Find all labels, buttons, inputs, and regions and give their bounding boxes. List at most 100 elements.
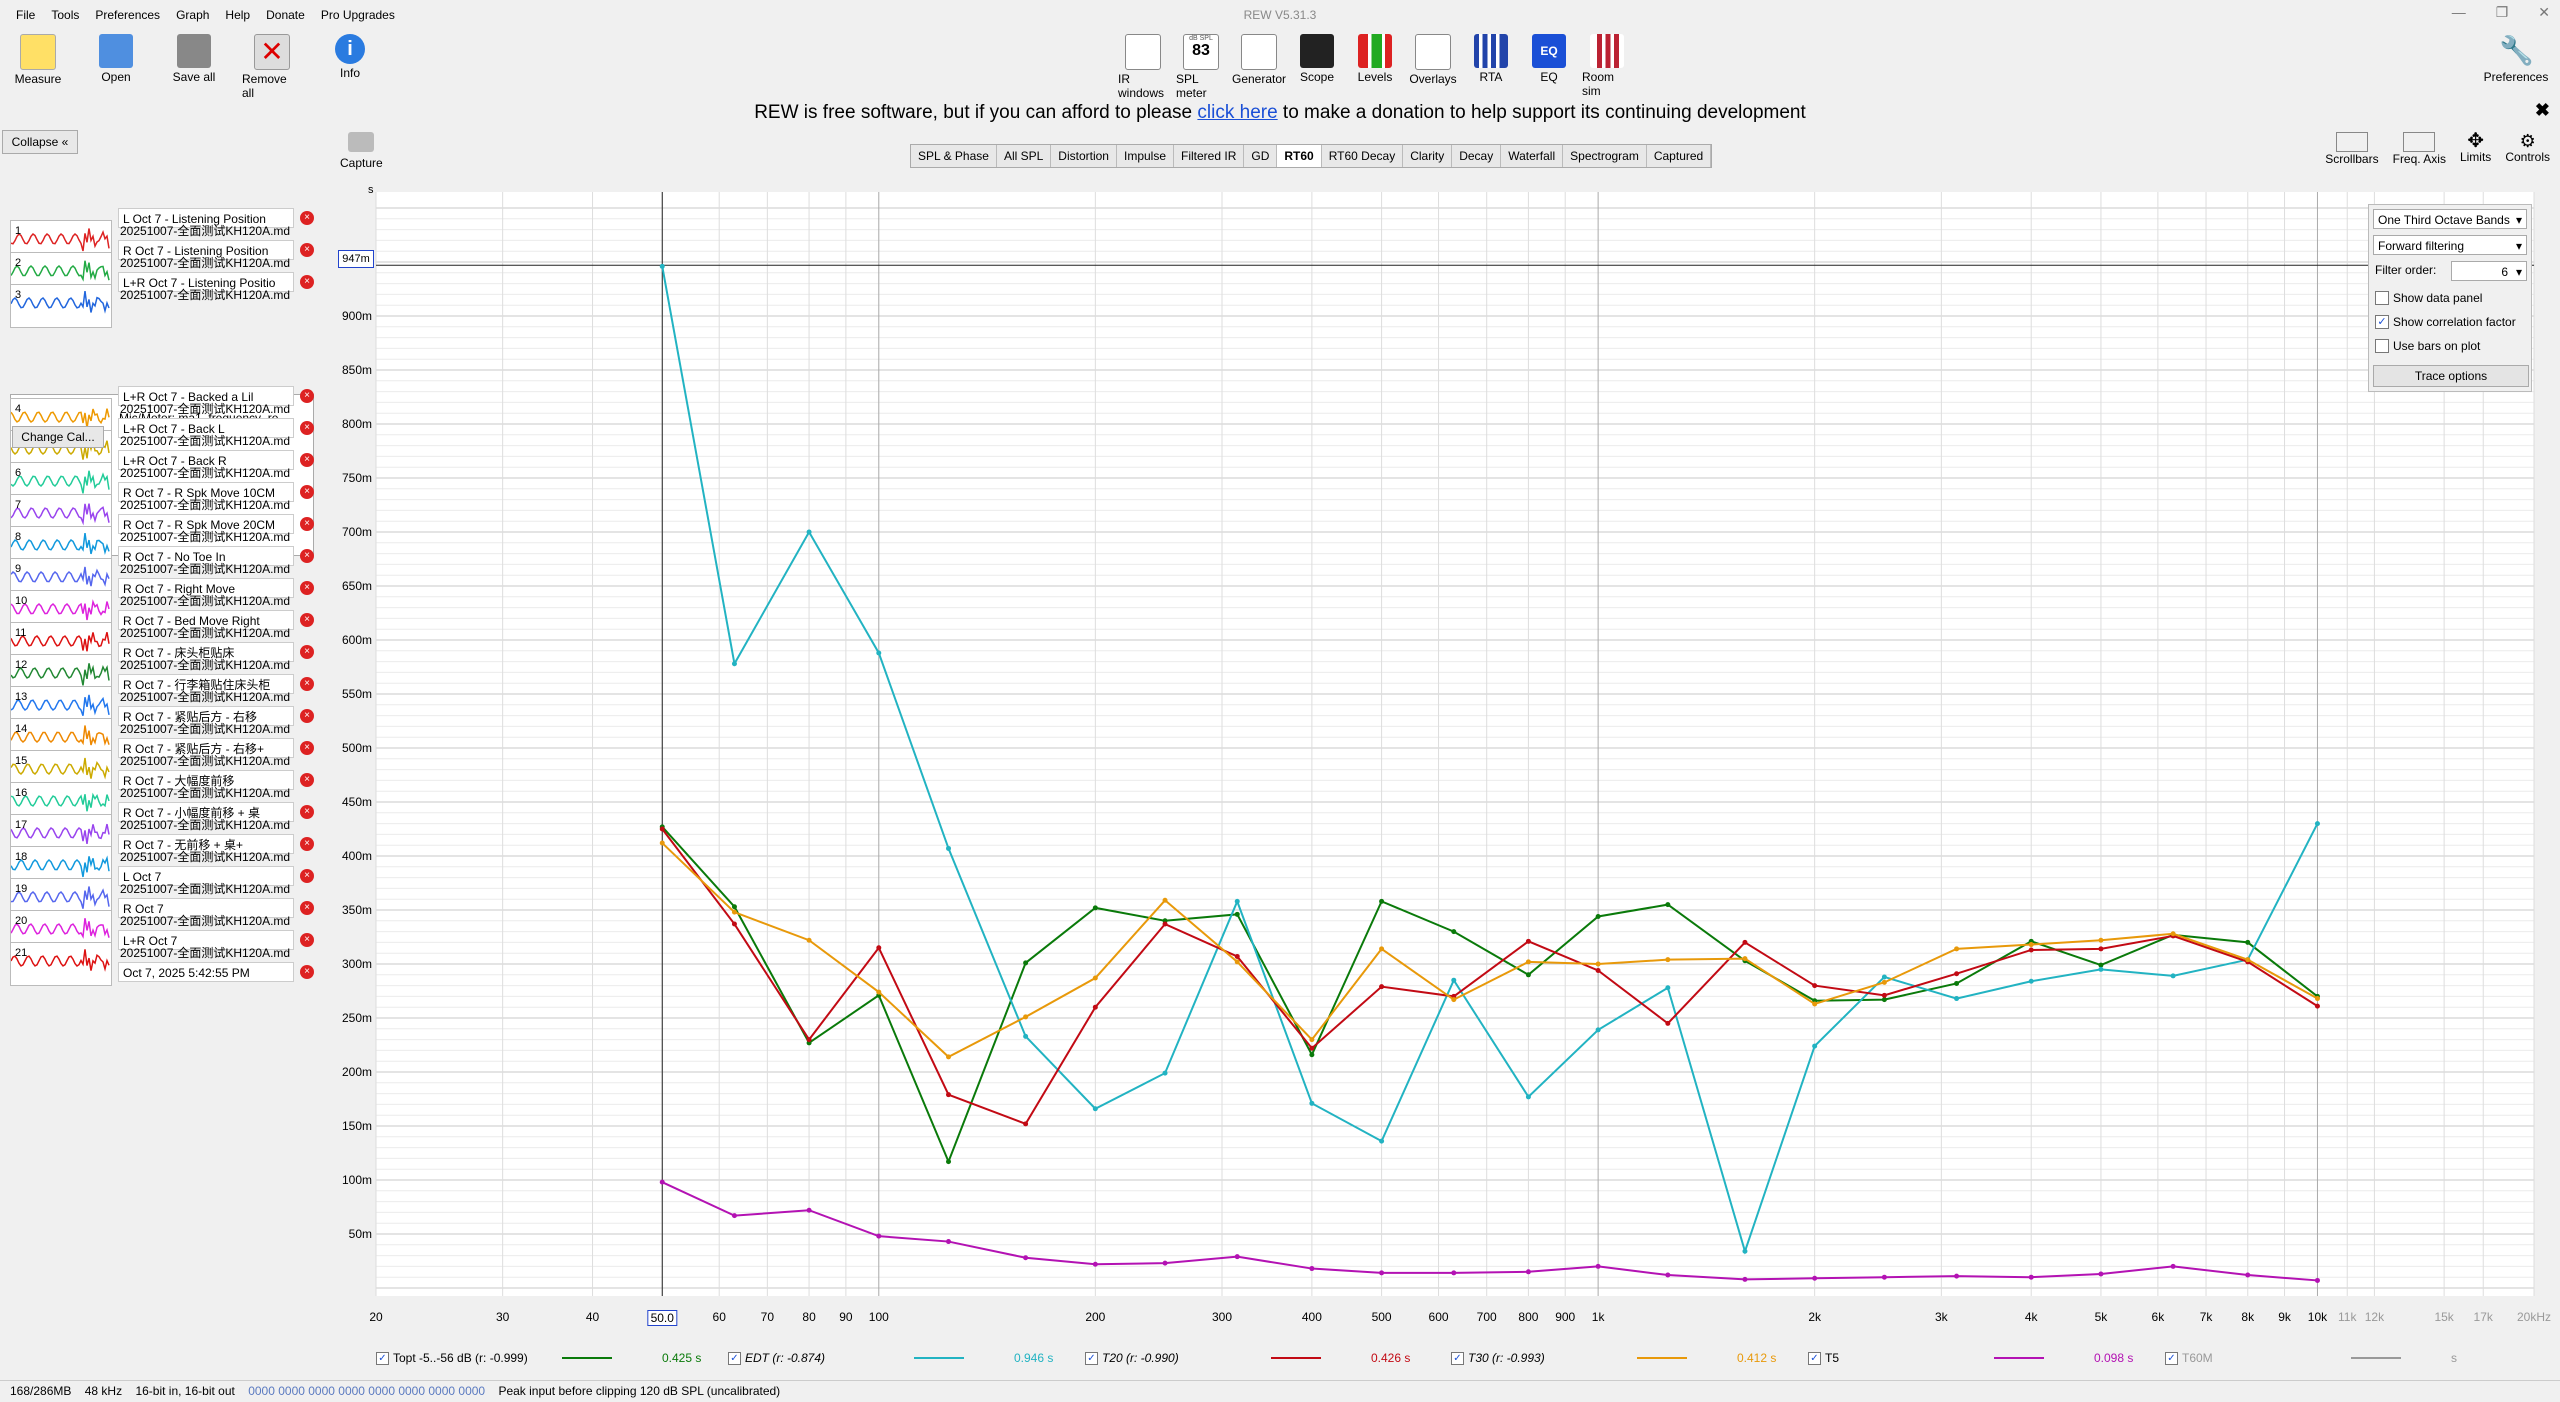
legend-checkbox[interactable]: ✓ T30 (r: -0.993) [1451, 1351, 1545, 1365]
measurement-name-field[interactable]: R Oct 7 - 无前移 + 桌+ [118, 834, 294, 854]
delete-measurement-icon[interactable]: × [300, 805, 314, 819]
measurement-name-field[interactable]: R Oct 7 - R Spk Move 20CM [118, 514, 294, 534]
close-window-icon[interactable]: ✕ [2538, 4, 2550, 20]
delete-measurement-icon[interactable]: × [300, 773, 314, 787]
show-data-panel-checkbox[interactable]: Show data panel [2375, 291, 2482, 305]
room-sim-button[interactable]: Room sim [1582, 34, 1632, 100]
change-cal-button[interactable]: Change Cal... [12, 426, 104, 448]
ir-windows-button[interactable]: IR windows [1118, 34, 1168, 100]
menu-item[interactable]: Pro Upgrades [320, 8, 395, 22]
graph-tab[interactable]: RT60 [1277, 145, 1322, 167]
graph-tab[interactable]: Filtered IR [1174, 145, 1245, 167]
measurement-row[interactable]: 15 20251007-全面测试KH120A.md R Oct 7 - 大幅度前移 × [10, 750, 314, 828]
eq-button[interactable]: EQ EQ [1524, 34, 1574, 100]
measurement-name-field[interactable]: R Oct 7 - 行李箱贴住床头柜 [118, 674, 294, 694]
collapse-button[interactable]: Collapse « [2, 130, 78, 154]
menu-item[interactable]: Graph [176, 8, 210, 22]
info-button[interactable]: i Info [320, 34, 380, 100]
delete-measurement-icon[interactable]: × [300, 389, 314, 403]
graph-tab[interactable]: Distortion [1051, 145, 1117, 167]
remove-all-button[interactable]: ✕ Remove all [242, 34, 302, 100]
bands-select[interactable]: One Third Octave Bands ▾ [2373, 209, 2527, 229]
legend-checkbox[interactable]: ✓ EDT (r: -0.874) [728, 1351, 825, 1365]
delete-measurement-icon[interactable]: × [300, 549, 314, 563]
delete-measurement-icon[interactable]: × [300, 485, 314, 499]
restore-icon[interactable]: ❐ [2495, 4, 2509, 20]
delete-measurement-icon[interactable]: × [300, 933, 314, 947]
graph-tab[interactable]: GD [1244, 145, 1278, 167]
delete-measurement-icon[interactable]: × [300, 869, 314, 883]
measurement-name-field[interactable]: R Oct 7 - No Toe In [118, 546, 294, 566]
measurement-row[interactable]: L Oct 7 - Listening Position × [10, 208, 314, 266]
delete-measurement-icon[interactable]: × [300, 243, 314, 257]
measurement-name-field[interactable]: R Oct 7 - Listening Position [118, 240, 294, 260]
donate-link[interactable]: click here [1197, 102, 1278, 123]
rta-button[interactable]: RTA [1466, 34, 1516, 100]
measurement-name-field[interactable]: R Oct 7 - 小幅度前移 + 桌 [118, 802, 294, 822]
measurement-row[interactable]: 3 20251007-全面测试KH120A.md [10, 284, 312, 362]
measurement-name-field[interactable]: Oct 7, 2025 5:42:55 PM [118, 962, 294, 982]
spl-meter-button[interactable]: dB SPL 83 SPL meter [1176, 34, 1226, 100]
measurement-name-field[interactable]: R Oct 7 - 紧贴后方 - 右移 [118, 706, 294, 726]
graph-tab[interactable]: All SPL [997, 145, 1052, 167]
measurement-name-field[interactable]: R Oct 7 [118, 898, 294, 918]
measurement-row[interactable]: 4 20251007-全面测试KH120A.md L+R Oct 7 - Back … [10, 398, 314, 476]
measurement-name-field[interactable]: L+R Oct 7 - Back R [118, 450, 294, 470]
delete-measurement-icon[interactable]: × [300, 837, 314, 851]
save-all-button[interactable]: Save all [164, 34, 224, 100]
generator-button[interactable]: Generator [1232, 34, 1286, 100]
delete-measurement-icon[interactable]: × [300, 901, 314, 915]
graph-tab[interactable]: Spectrogram [1563, 145, 1647, 167]
measurement-name-field[interactable]: L+R Oct 7 - Backed a Lil [118, 386, 294, 406]
minimize-icon[interactable]: — [2451, 4, 2466, 20]
trace-options-button[interactable]: Trace options [2373, 365, 2529, 387]
measurement-name-field[interactable]: R Oct 7 - Right Move [118, 578, 294, 598]
measurement-name-field[interactable]: R Oct 7 - 床头柜贴床 [118, 642, 294, 662]
delete-measurement-icon[interactable]: × [300, 421, 314, 435]
measurement-name-field[interactable]: R Oct 7 - 大幅度前移 [118, 770, 294, 790]
graph-tab[interactable]: Captured [1647, 145, 1712, 167]
open-button[interactable]: Open [86, 34, 146, 100]
rt60-plot[interactable] [376, 192, 2534, 1296]
delete-measurement-icon[interactable]: × [300, 709, 314, 723]
measurement-row[interactable]: 21 20251007-全面测试KH120A.md Oct 7, 2025 5:42… [10, 942, 314, 1020]
delete-measurement-icon[interactable]: × [300, 741, 314, 755]
measure-button[interactable]: Measure [8, 34, 68, 100]
legend-checkbox[interactable]: ✓ T60M [2165, 1351, 2213, 1365]
delete-measurement-icon[interactable]: × [300, 275, 314, 289]
show-correlation-checkbox[interactable]: ✓ Show correlation factor [2375, 315, 2516, 329]
graph-tab[interactable]: Impulse [1117, 145, 1175, 167]
measurement-name-field[interactable]: L+R Oct 7 - Listening Positio [118, 272, 294, 292]
menu-item[interactable]: Preferences [95, 8, 161, 22]
delete-measurement-icon[interactable]: × [300, 211, 314, 225]
measurement-name-field[interactable]: L Oct 7 [118, 866, 294, 886]
graph-tab[interactable]: SPL & Phase [911, 145, 997, 167]
delete-measurement-icon[interactable]: × [300, 965, 314, 979]
levels-button[interactable]: Levels [1350, 34, 1400, 100]
delete-measurement-icon[interactable]: × [300, 453, 314, 467]
measurement-name-field[interactable]: R Oct 7 - R Spk Move 10CM [118, 482, 294, 502]
delete-measurement-icon[interactable]: × [300, 613, 314, 627]
close-banner-icon[interactable]: ✖ [2534, 100, 2550, 120]
measurement-name-field[interactable]: L+R Oct 7 [118, 930, 294, 950]
graph-tab[interactable]: Waterfall [1501, 145, 1564, 167]
measurement-row[interactable]: L+R Oct 7 - Backed a Lil × [10, 386, 314, 444]
measurement-thumbnail[interactable]: 21 [10, 942, 112, 986]
limits-button[interactable]: ✥ Limits [2459, 130, 2492, 164]
measurement-thumbnail[interactable]: 3 [10, 284, 112, 328]
legend-checkbox[interactable]: ✓ T5 [1808, 1351, 1839, 1365]
menu-item[interactable]: Donate [266, 8, 305, 22]
delete-measurement-icon[interactable]: × [300, 645, 314, 659]
measurement-name-field[interactable]: R Oct 7 - 紧贴后方 - 右移+ [118, 738, 294, 758]
delete-measurement-icon[interactable]: × [300, 677, 314, 691]
scope-button[interactable]: Scope [1292, 34, 1342, 100]
measurement-row[interactable]: 18 20251007-全面测试KH120A.md L Oct 7 × [10, 846, 314, 924]
filter-order-select[interactable]: 6 ▾ [2451, 261, 2527, 281]
use-bars-checkbox[interactable]: Use bars on plot [2375, 339, 2480, 353]
controls-button[interactable]: ⚙ Controls [2505, 131, 2550, 164]
graph-tab[interactable]: Decay [1452, 145, 1502, 167]
delete-measurement-icon[interactable]: × [300, 517, 314, 531]
overlays-button[interactable]: Overlays [1408, 34, 1458, 100]
preferences-button[interactable]: 🔧 Preferences [2483, 35, 2549, 84]
menu-item[interactable]: Help [225, 8, 251, 22]
